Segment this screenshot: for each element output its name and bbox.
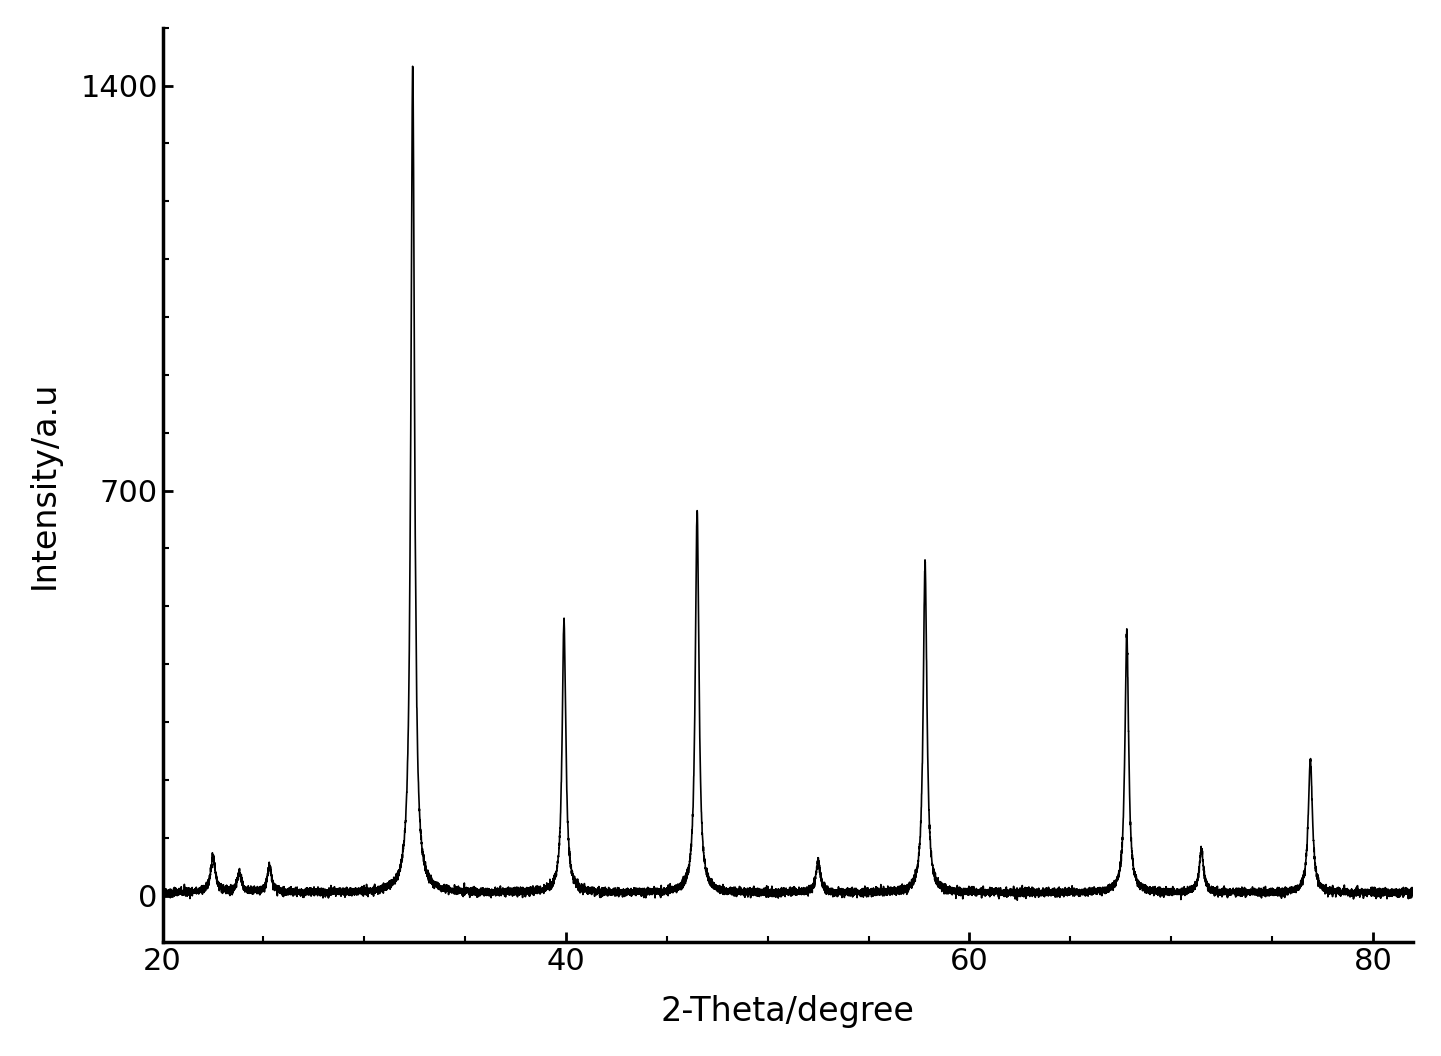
X-axis label: 2-Theta/degree: 2-Theta/degree — [661, 995, 915, 1029]
Y-axis label: Intensity/a.u: Intensity/a.u — [27, 380, 61, 589]
